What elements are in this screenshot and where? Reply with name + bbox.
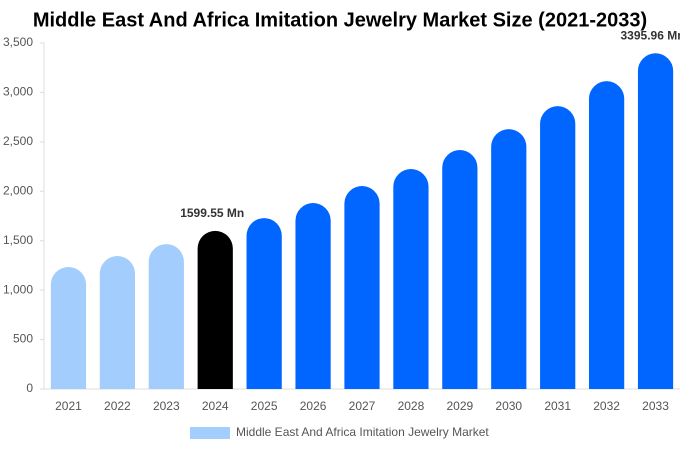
y-tick-label: 3,500 bbox=[3, 35, 33, 49]
y-tick-label: 3,000 bbox=[3, 85, 33, 99]
bar bbox=[99, 256, 135, 389]
value-label: 3395.96 Mn bbox=[621, 28, 680, 42]
chart-title: Middle East And Africa Imitation Jewelry… bbox=[33, 9, 647, 31]
x-tick-label: 2022 bbox=[104, 399, 131, 413]
bar bbox=[246, 218, 282, 389]
bar bbox=[344, 186, 380, 389]
x-tick-label: 2021 bbox=[55, 399, 82, 413]
bar bbox=[491, 129, 527, 389]
x-tick-label: 2032 bbox=[593, 399, 620, 413]
y-tick-label: 1,000 bbox=[3, 282, 33, 296]
y-tick-label: 500 bbox=[13, 332, 33, 346]
bar bbox=[295, 203, 331, 389]
value-label: 1599.55 Mn bbox=[180, 206, 244, 220]
legend-label: Middle East And Africa Imitation Jewelry… bbox=[236, 425, 489, 439]
legend-swatch bbox=[190, 427, 230, 439]
x-tick-label: 2033 bbox=[642, 399, 669, 413]
y-tick-label: 1,500 bbox=[3, 233, 33, 247]
x-tick-label: 2028 bbox=[398, 399, 425, 413]
x-tick-label: 2024 bbox=[202, 399, 229, 413]
x-tick-label: 2026 bbox=[300, 399, 327, 413]
bar bbox=[50, 267, 87, 389]
x-tick-label: 2031 bbox=[544, 399, 571, 413]
y-tick-label: 0 bbox=[26, 381, 33, 395]
x-tick-label: 2030 bbox=[495, 399, 522, 413]
bar bbox=[589, 81, 625, 390]
x-tick-label: 2025 bbox=[251, 399, 278, 413]
x-tick-label: 2029 bbox=[446, 399, 473, 413]
bar bbox=[540, 106, 576, 390]
bar bbox=[393, 169, 429, 389]
x-tick-label: 2023 bbox=[153, 399, 180, 413]
y-tick-label: 2,500 bbox=[3, 134, 33, 148]
bar bbox=[148, 244, 184, 389]
y-tick-label: 2,000 bbox=[3, 183, 33, 197]
bar bbox=[637, 53, 674, 390]
bar bbox=[197, 230, 233, 389]
x-tick-label: 2027 bbox=[349, 399, 376, 413]
bar bbox=[442, 150, 478, 389]
